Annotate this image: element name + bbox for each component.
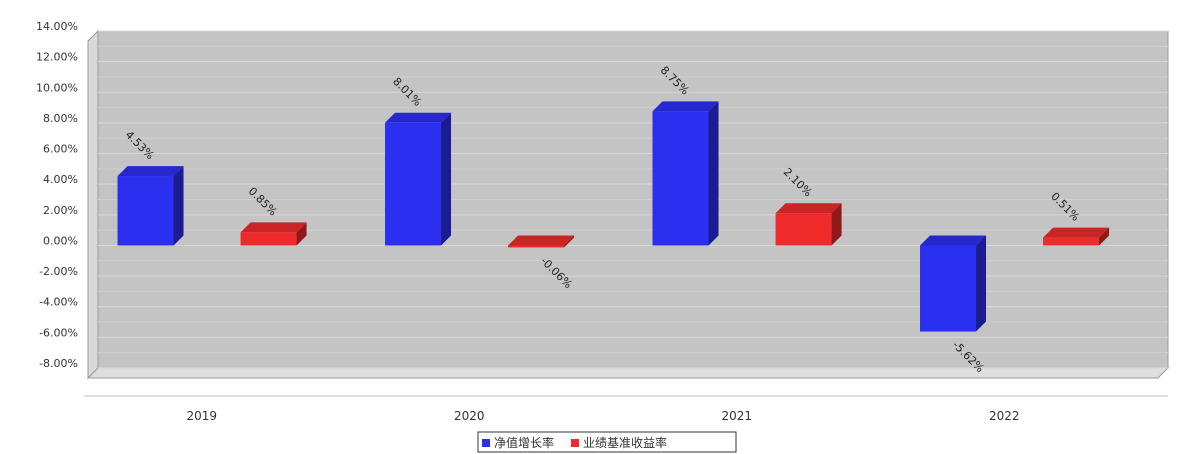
x-axis: 2019 2020 2021 2022 <box>186 409 1019 423</box>
bar-top <box>117 166 184 177</box>
y-tick-label: 12.00% <box>36 51 78 64</box>
x-tick-label: 2021 <box>721 409 752 423</box>
bar-业绩基准收益率-2020 <box>508 235 575 248</box>
bar-side <box>173 166 184 246</box>
legend-swatch-net-value-growth <box>482 439 490 447</box>
bars <box>117 101 1110 332</box>
y-tick-label: 4.00% <box>43 173 78 186</box>
y-tick-label: 10.00% <box>36 81 78 94</box>
plot-frame <box>84 29 1170 397</box>
legend: 净值增长率 业绩基准收益率 <box>477 431 737 453</box>
legend-swatch-benchmark-return <box>571 439 579 447</box>
bar-side <box>1099 227 1110 246</box>
legend-label-net-value-growth: 净值增长率 <box>494 435 554 450</box>
bar-业绩基准收益率-2022 <box>1043 227 1110 246</box>
bar-top <box>508 235 575 246</box>
bar-top <box>1043 227 1110 238</box>
bar-front <box>920 245 977 332</box>
y-tick-label: 6.00% <box>43 143 78 156</box>
y-tick-label: 14.00% <box>36 20 78 33</box>
bar-front <box>508 245 565 248</box>
legend-box <box>477 431 737 453</box>
plot-side-wall <box>87 29 99 380</box>
y-tick-label: 8.00% <box>43 112 78 125</box>
y-tick-label: -6.00% <box>39 326 78 339</box>
bar-side <box>441 112 452 246</box>
bar-top <box>775 203 842 214</box>
bar-front <box>652 111 709 246</box>
bar-side <box>976 235 987 332</box>
y-tick-label: -8.00% <box>39 357 78 370</box>
bar-front <box>1043 237 1100 246</box>
bar-front <box>117 176 174 246</box>
legend-label-benchmark-return: 业绩基准收益率 <box>583 435 667 450</box>
bar-side <box>296 222 307 246</box>
bar-净值增长率-2019 <box>117 166 184 246</box>
x-tick-label: 2022 <box>989 409 1020 423</box>
bar-净值增长率-2020 <box>385 112 452 246</box>
bar-top <box>920 235 987 246</box>
plot-floor <box>86 367 1170 379</box>
bar-front <box>240 232 297 246</box>
y-tick-label: -2.00% <box>39 265 78 278</box>
y-tick-label: -4.00% <box>39 296 78 309</box>
bar-side <box>708 101 719 246</box>
bar-side <box>831 203 842 246</box>
bar-净值增长率-2021 <box>652 101 719 246</box>
bar-front <box>385 122 442 246</box>
y-tick-label: 2.00% <box>43 204 78 217</box>
bar-top <box>652 101 719 112</box>
bar-业绩基准收益率-2021 <box>775 203 842 246</box>
bar-top <box>240 222 307 233</box>
y-tick-label: 0.00% <box>43 234 78 247</box>
x-tick-label: 2019 <box>186 409 217 423</box>
y-axis: 14.00% 12.00% 10.00% 8.00% 6.00% 4.00% 2.00% 0.… <box>36 20 78 370</box>
x-tick-label: 2020 <box>454 409 485 423</box>
bar-top <box>385 112 452 123</box>
bar-业绩基准收益率-2019 <box>240 222 307 246</box>
bar-净值增长率-2022 <box>920 235 987 332</box>
bar-side <box>564 235 575 248</box>
bar-front <box>775 213 832 246</box>
